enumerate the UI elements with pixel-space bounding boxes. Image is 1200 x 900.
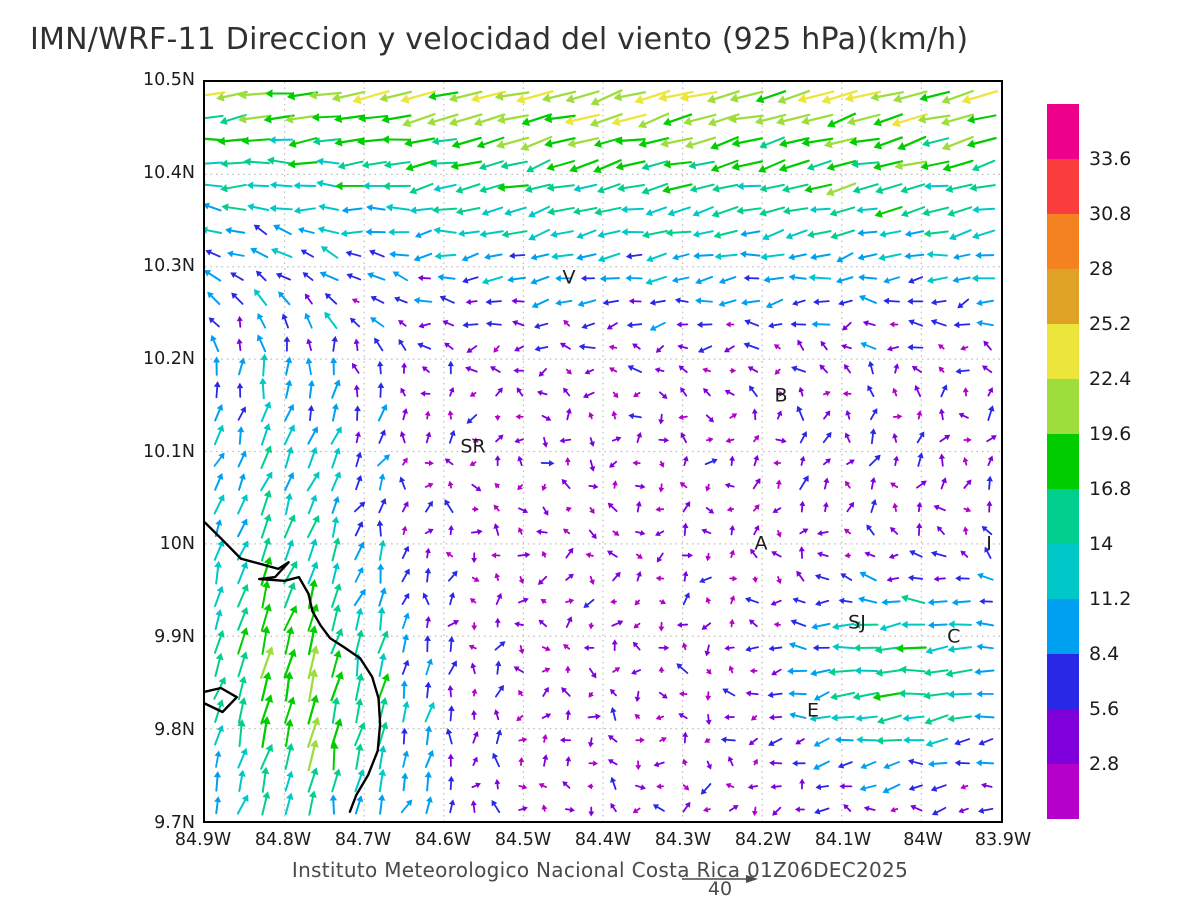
x-tick-label: 84.2W	[734, 830, 792, 850]
colorbar-tick-label: 2.8	[1089, 753, 1120, 775]
colorbar-band	[1047, 544, 1079, 599]
footer-credit: Instituto Meteorologico Nacional Costa R…	[291, 858, 909, 882]
map-plot-area[interactable]: V SR B A I SJ C E	[203, 80, 1003, 823]
y-tick-label: 9.7N	[154, 813, 195, 833]
x-tick-label: 84.6W	[414, 830, 472, 850]
colorbar-band	[1047, 379, 1079, 434]
colorbar-band	[1047, 654, 1079, 709]
coastline	[205, 521, 382, 813]
y-tick-label: 10.5N	[142, 70, 195, 90]
city-label-c: C	[947, 625, 961, 648]
page-title: IMN/WRF-11 Direccion y velocidad del vie…	[30, 22, 969, 57]
x-tick-label: 84W	[903, 830, 943, 850]
y-tick-label: 10.1N	[142, 441, 195, 462]
colorbar-band	[1047, 489, 1079, 544]
city-label-e: E	[806, 699, 820, 722]
colorbar-band	[1047, 159, 1079, 214]
colorbar-tick-label: 5.6	[1089, 698, 1120, 720]
y-tick-label: 10.4N	[142, 162, 195, 183]
city-labels: V SR B A I SJ C E	[205, 82, 1001, 821]
colorbar-band	[1047, 599, 1079, 654]
y-tick-label: 10.2N	[142, 348, 195, 369]
colorbar-band	[1047, 434, 1079, 489]
colorbar-tick-label: 11.2	[1089, 588, 1132, 610]
colorbar-tick-label: 22.4	[1089, 368, 1132, 390]
reference-vector-icon	[682, 875, 758, 883]
wind-vector-field	[205, 89, 999, 817]
colorbar-band	[1047, 709, 1079, 764]
colorbar-tick-label: 25.2	[1089, 313, 1132, 335]
colorbar-tick-label: 14	[1089, 533, 1114, 555]
speed-colorbar[interactable]	[1047, 104, 1079, 819]
city-label-i: I	[986, 532, 992, 555]
colorbar-tick-label: 33.6	[1089, 148, 1132, 170]
x-tick-label: 84.7W	[334, 830, 392, 850]
y-tick-label: 9.8N	[154, 720, 195, 741]
city-label-sr: SR	[460, 435, 486, 458]
x-tick-label: 83.9W	[974, 830, 1032, 850]
x-tick-label: 84.3W	[654, 830, 712, 850]
colorbar-band	[1047, 269, 1079, 324]
city-label-b: B	[774, 384, 788, 407]
x-tick-label: 84.8W	[254, 830, 312, 850]
x-tick-label: 84.9W	[174, 830, 232, 850]
reference-vector-label: 40	[707, 878, 733, 900]
colorbar-band	[1047, 104, 1079, 159]
colorbar-band	[1047, 214, 1079, 269]
city-label-a: A	[754, 532, 768, 555]
y-tick-label: 10.3N	[142, 255, 195, 276]
city-label-sj: SJ	[848, 611, 866, 634]
colorbar-band	[1047, 764, 1079, 819]
x-tick-label: 84.4W	[574, 830, 632, 850]
colorbar-band	[1047, 324, 1079, 379]
colorbar-tick-label: 28	[1089, 258, 1114, 280]
x-tick-label: 84.5W	[494, 830, 552, 850]
city-label-v: V	[562, 266, 576, 289]
colorbar-tick-label: 30.8	[1089, 203, 1132, 225]
colorbar-tick-label: 16.8	[1089, 478, 1132, 500]
y-tick-label: 9.9N	[154, 627, 195, 648]
y-tick-label: 10N	[159, 534, 195, 555]
colorbar-tick-label: 8.4	[1089, 643, 1120, 665]
x-tick-label: 84.1W	[814, 830, 872, 850]
colorbar-tick-label: 19.6	[1089, 423, 1132, 445]
